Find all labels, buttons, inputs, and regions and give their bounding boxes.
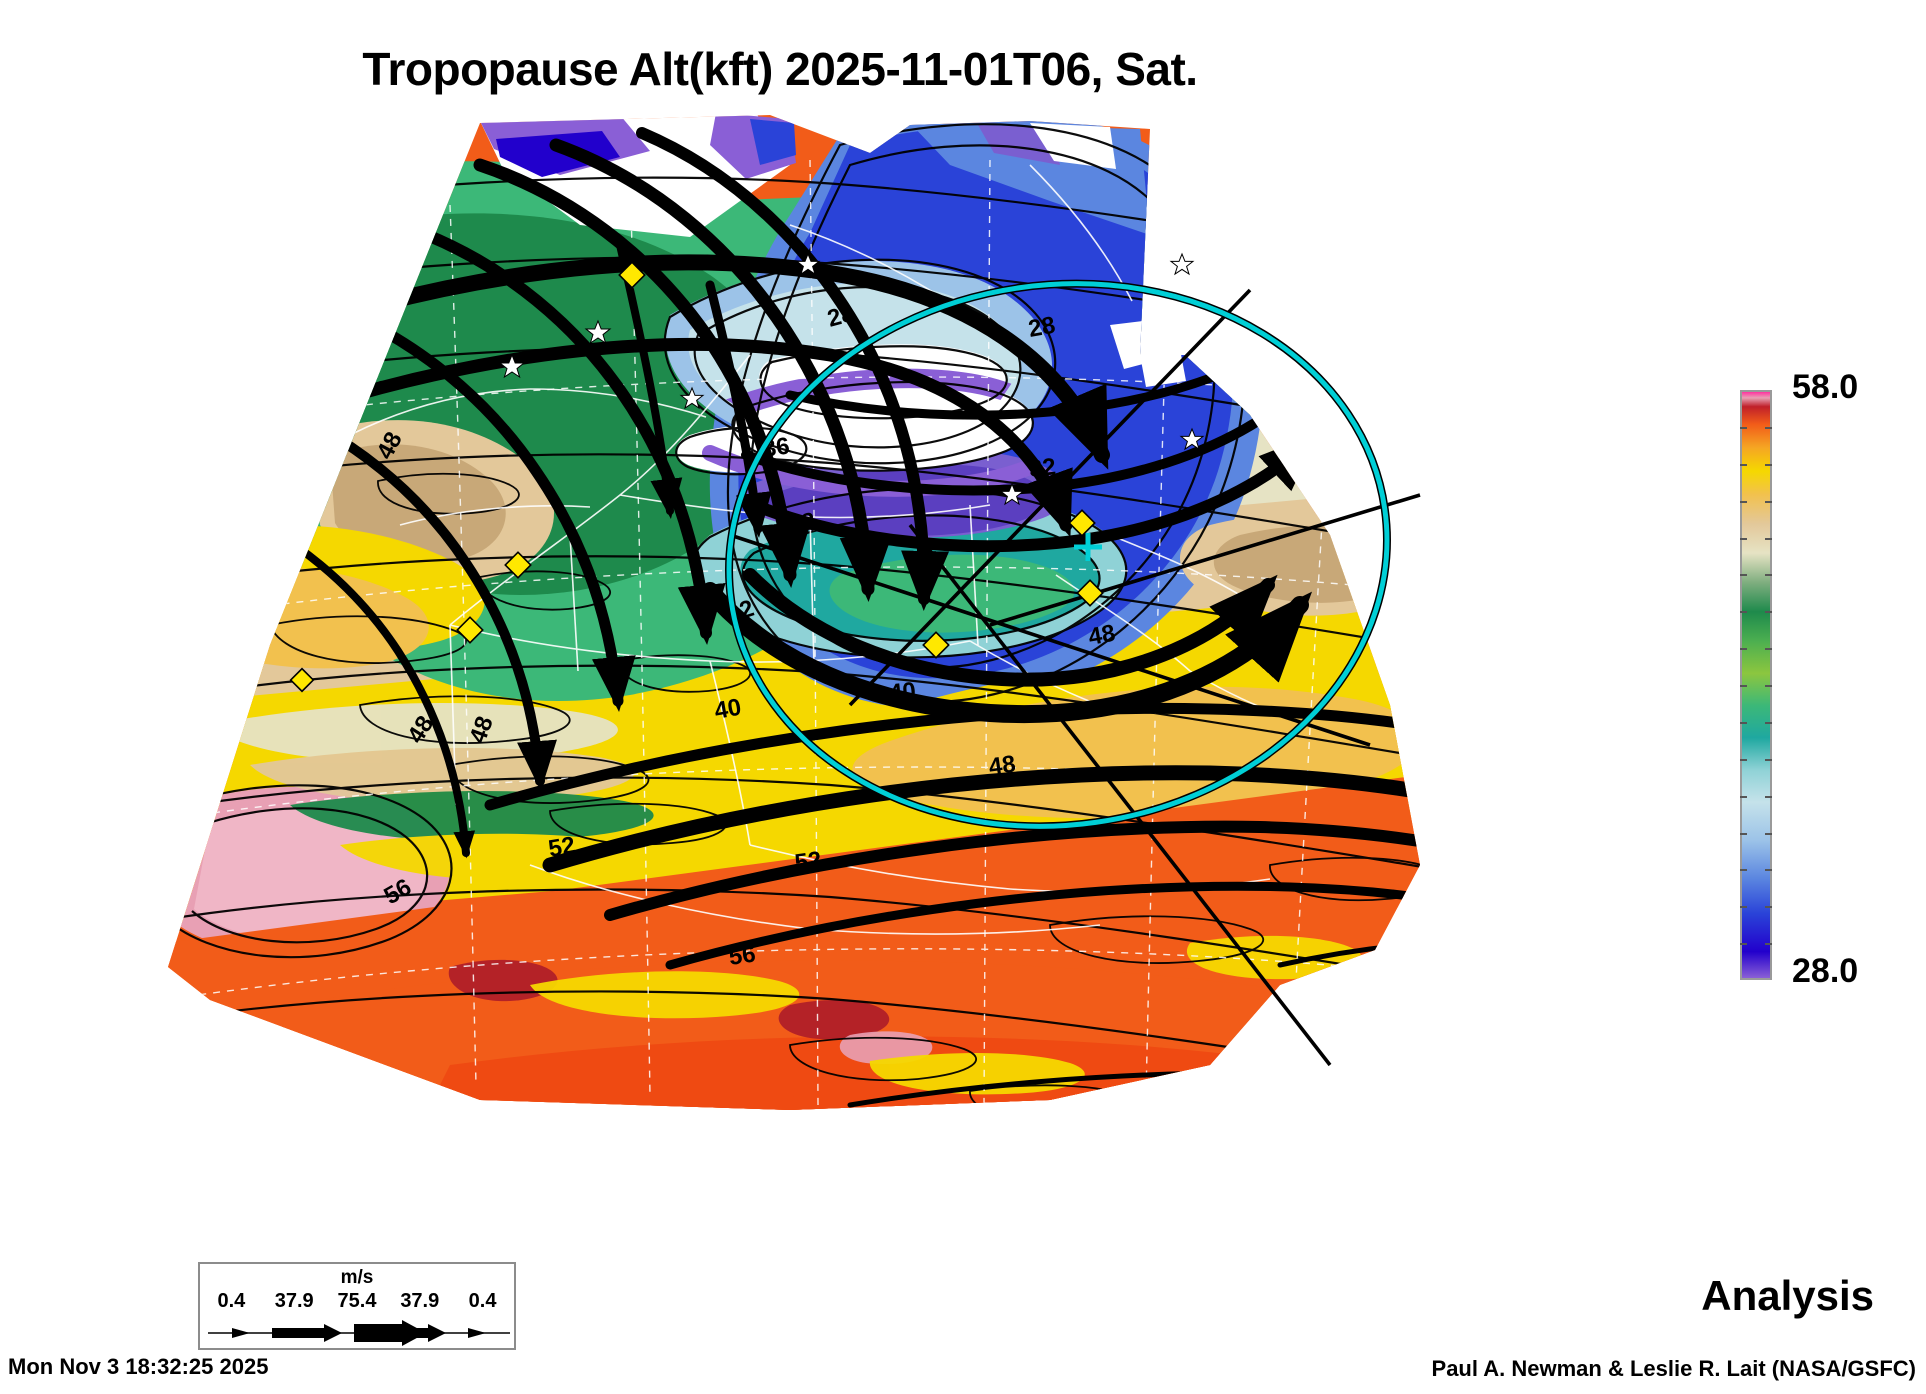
wind-units-label: m/s [340,1267,374,1288]
author-credit: Paul A. Newman & Leslie R. Lait (NASA/GS… [1431,1356,1916,1381]
contour-label-28c: 28 [1026,312,1057,343]
wind-scale-legend: m/s 0.4 37.9 75.4 37.9 0.4 [198,1262,516,1350]
star-markers [498,252,1205,506]
analysis-label: Analysis [1701,1272,1874,1319]
contour-label-28: 28 [786,508,817,539]
wind-streamlines [216,127,1420,1110]
station-markers[interactable] [289,252,1205,693]
contour-label-56b: 56 [727,940,757,970]
generation-timestamp: Mon Nov 3 18:32:25 2025 [8,1354,269,1379]
contour-label-32: 32 [1028,453,1057,483]
contour-label-48c: 48 [1086,620,1117,651]
contour-label-52: 52 [546,832,577,863]
contour-label-40b: 40 [712,694,743,725]
wind-scale-value-2: 75.4 [337,1290,377,1312]
wind-scale-value-4: 0.4 [468,1290,497,1312]
wind-scale-arrows [206,1316,512,1346]
great-circle-lines[interactable] [729,288,1421,1067]
contour-label-52b: 52 [793,846,823,876]
diamond-markers [289,261,1104,693]
wind-scale-value-3: 37.9 [400,1290,440,1312]
page-title: Tropopause Alt(kft) 2025-11-01T06, Sat. [362,43,1198,95]
flight-track-ellipse[interactable] [694,242,1423,869]
colorbar-min-label: 28.0 [1792,952,1859,990]
contour-label-40: 40 [888,677,917,707]
colorbar-max-label: 58.0 [1792,368,1859,406]
wind-scale-value-0: 0.4 [217,1290,246,1312]
wind-scale-value-1: 37.9 [274,1290,314,1312]
contour-label-48d: 48 [987,750,1017,780]
colorbar-ticks [1740,390,1772,980]
wind-scale-values: 0.4 37.9 75.4 37.9 0.4 [200,1290,514,1313]
map-panel: 48 48 36 28 28 28 32 32 40 40 48 48 48 5… [150,105,1570,1225]
cyan-cross-marker [1074,533,1102,561]
tropopause-map[interactable]: 48 48 36 28 28 28 32 32 40 40 48 48 48 5… [150,105,1570,1225]
colorbar[interactable]: 58.0 28.0 [1740,368,1858,990]
